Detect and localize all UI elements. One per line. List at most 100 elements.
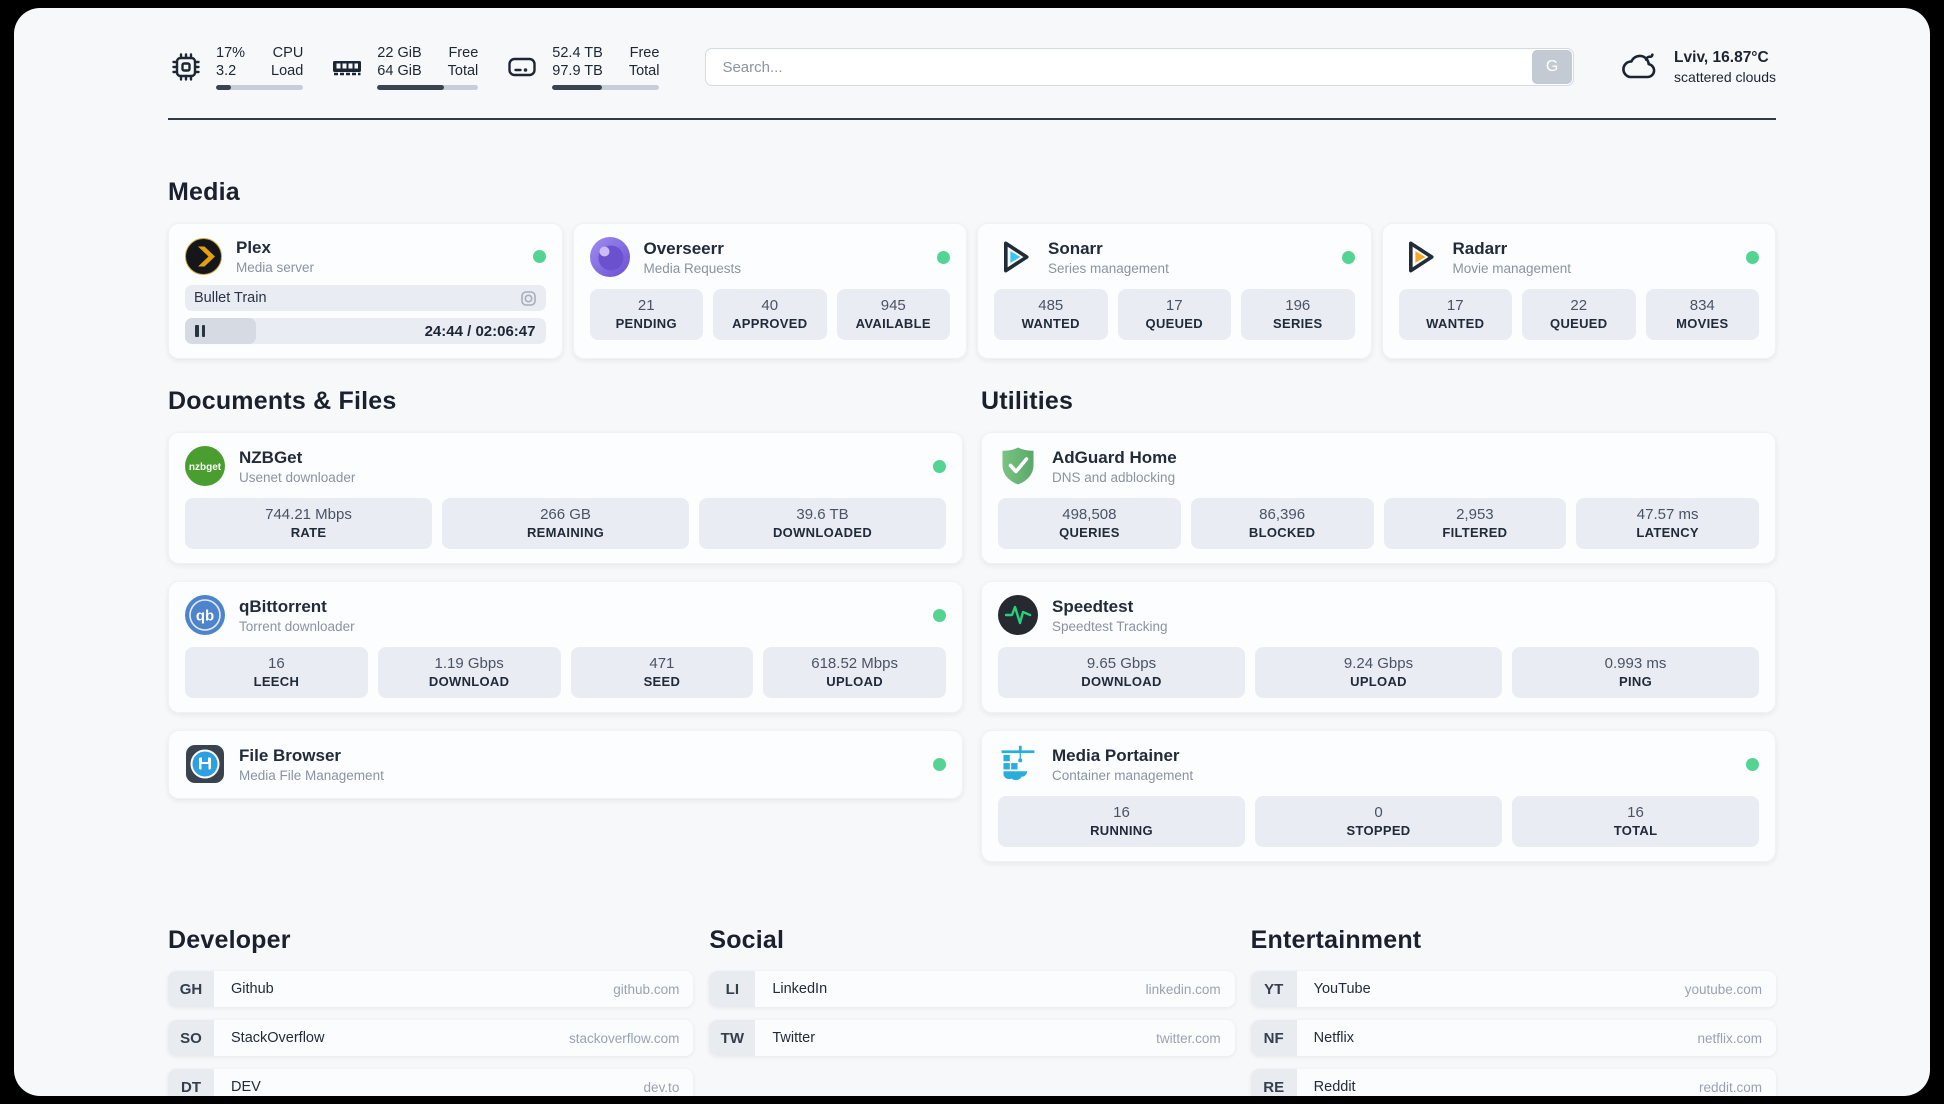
section-title-entertainment: Entertainment: [1250, 926, 1422, 954]
app-link-qbittorrent[interactable]: qb qBittorrent Torrent downloader: [185, 595, 946, 635]
stat-label: QUEUED: [1550, 316, 1608, 331]
search-input[interactable]: [705, 48, 1575, 86]
stat-label: FILTERED: [1442, 525, 1508, 540]
stat-label: PING: [1619, 674, 1652, 689]
bookmark-label: StackOverflow: [231, 1030, 325, 1046]
card-plex: Plex Media server Bullet Train 24:44 / 0…: [168, 223, 563, 359]
bookmark-dev[interactable]: DT DEV dev.to: [168, 1069, 694, 1096]
bookmark-linkedin[interactable]: LI LinkedIn linkedin.com: [709, 971, 1235, 1007]
nzbget-stats: 744.21 Mbps RATE 266 GB REMAINING 39.6 TB DOW…: [185, 498, 946, 549]
stat-label: LATENCY: [1636, 525, 1699, 540]
app-link-overseerr[interactable]: Overseerr Media Requests: [589, 237, 950, 277]
app-description: Speedtest Tracking: [1052, 618, 1168, 634]
section-title-developer: Developer: [168, 926, 291, 954]
memory-widget: 22 GiB Free 64 GiB Total: [329, 44, 479, 90]
bookmark-reddit[interactable]: RE Reddit reddit.com: [1250, 1069, 1776, 1096]
cpu-label-2: Load: [271, 63, 304, 79]
stat-value: 21: [637, 297, 655, 314]
app-link-sonarr[interactable]: Sonarr Series management: [994, 237, 1355, 277]
app-description: Media server: [236, 260, 315, 275]
stat-box: 9.24 Gbps UPLOAD: [1255, 647, 1502, 698]
app-link-filebrowser[interactable]: File Browser Media File Management: [185, 744, 946, 784]
section-media: Media Plex Media server Bullet Train: [168, 178, 1776, 359]
bookmark-url: stackoverflow.com: [569, 1030, 680, 1046]
stat-label: STOPPED: [1346, 823, 1411, 838]
bookmark-youtube[interactable]: YT YouTube youtube.com: [1250, 971, 1776, 1007]
stat-box: 945 AVAILABLE: [836, 289, 950, 340]
stat-label: DOWNLOAD: [1081, 674, 1162, 689]
app-name: Radarr: [1452, 238, 1508, 258]
stat-box: 21 PENDING: [589, 289, 703, 340]
bookmark-tag: TW: [709, 1020, 756, 1056]
system-stats-group: 17% CPU 3.2 Load 22 GiB: [168, 44, 660, 90]
adguard-stats: 498,508 QUERIES 86,396 BLOCKED 2,953 FILTERED…: [998, 498, 1759, 549]
svg-text:qb: qb: [196, 608, 214, 625]
app-description: Container management: [1052, 767, 1194, 783]
bookmark-github[interactable]: GH Github github.com: [168, 971, 694, 1007]
bookmark-twitter[interactable]: TW Twitter twitter.com: [709, 1020, 1235, 1056]
app-link-adguard[interactable]: AdGuard Home DNS and adblocking: [998, 446, 1759, 486]
app-name: Sonarr: [1048, 238, 1103, 258]
app-description: Media File Management: [239, 767, 384, 783]
app-description: Torrent downloader: [239, 618, 355, 634]
stat-box: 17 QUEUED: [1117, 289, 1231, 340]
app-name: qBittorrent: [239, 596, 327, 616]
cloud-icon: [1622, 53, 1656, 79]
search-engine-button[interactable]: G: [1532, 50, 1573, 84]
stat-value: 16: [1627, 804, 1644, 821]
stat-value: 40: [761, 297, 779, 314]
stat-box: 834 MOVIES: [1645, 289, 1759, 340]
app-link-nzbget[interactable]: nzbget NZBGet Usenet downloader: [185, 446, 946, 486]
adguard-icon: [998, 446, 1038, 486]
weather-widget: Lviv, 16.87°C scattered clouds: [1616, 44, 1776, 90]
app-description: DNS and adblocking: [1052, 469, 1176, 485]
bookmark-stackoverflow[interactable]: SO StackOverflow stackoverflow.com: [168, 1020, 694, 1056]
disk-progress-bar: [552, 85, 660, 90]
dashboard-page: 17% CPU 3.2 Load 22 GiB: [14, 8, 1930, 1096]
section-title-media: Media: [168, 178, 240, 206]
cpu-progress-bar: [216, 85, 304, 90]
overseerr-stats: 21 PENDING 40 APPROVED 945 AVAILABLE: [589, 289, 950, 340]
bookmark-url: dev.to: [643, 1079, 680, 1095]
qbittorrent-icon: qb: [185, 595, 225, 635]
stat-value: 47.57 ms: [1636, 506, 1699, 523]
video-session-icon: [520, 290, 536, 306]
memory-free-value: 22 GiB: [377, 45, 422, 61]
bookmark-url: github.com: [613, 981, 680, 997]
disk-icon: [508, 57, 536, 77]
app-link-plex[interactable]: Plex Media server: [185, 237, 546, 276]
bookmark-label: Reddit: [1313, 1079, 1356, 1095]
bookmark-tag: NF: [1250, 1020, 1297, 1056]
stat-value: 744.21 Mbps: [265, 506, 352, 523]
stat-label: PENDING: [615, 316, 677, 331]
app-link-radarr[interactable]: Radarr Movie management: [1399, 237, 1759, 277]
plex-icon: [185, 238, 222, 275]
app-name: Overseerr: [643, 238, 724, 258]
card-nzbget: nzbget NZBGet Usenet downloader 744.21 M…: [168, 432, 963, 564]
cpu-widget: 17% CPU 3.2 Load: [168, 44, 304, 90]
stat-box: 0 STOPPED: [1255, 796, 1502, 847]
stat-value: 485: [1038, 297, 1064, 314]
stat-label: QUEUED: [1145, 316, 1203, 331]
stat-value: 16: [1113, 804, 1130, 821]
app-link-speedtest[interactable]: Speedtest Speedtest Tracking: [998, 595, 1759, 635]
stat-box: 498,508 QUERIES: [998, 498, 1181, 549]
app-link-portainer[interactable]: Media Portainer Container management: [998, 744, 1759, 784]
stat-label: UPLOAD: [1350, 674, 1407, 689]
bookmark-tag: LI: [709, 971, 756, 1007]
sonarr-stats: 485 WANTED 17 QUEUED 196 SERIES: [994, 289, 1355, 340]
bookmark-label: Twitter: [772, 1030, 816, 1046]
stat-label: LEECH: [253, 674, 300, 689]
bookmark-netflix[interactable]: NF Netflix netflix.com: [1250, 1020, 1776, 1056]
stat-box: 485 WANTED: [994, 289, 1108, 340]
stat-box: 39.6 TB DOWNLOADED: [699, 498, 946, 549]
now-playing-title: Bullet Train: [194, 290, 267, 306]
entertainment-links: YT YouTube youtube.com NF Netflix netflix.com…: [1250, 971, 1776, 1096]
cpu-load-value: 3.2: [216, 63, 237, 79]
playback-progress-bar: 24:44 / 02:06:47: [185, 318, 546, 344]
app-name: NZBGet: [239, 447, 303, 467]
section-title-utilities: Utilities: [981, 387, 1074, 415]
status-dot: [937, 250, 950, 264]
stat-value: 0.993 ms: [1604, 655, 1667, 672]
section-entertainment: Entertainment YT YouTube youtube.com NF Netf…: [1250, 926, 1776, 1096]
